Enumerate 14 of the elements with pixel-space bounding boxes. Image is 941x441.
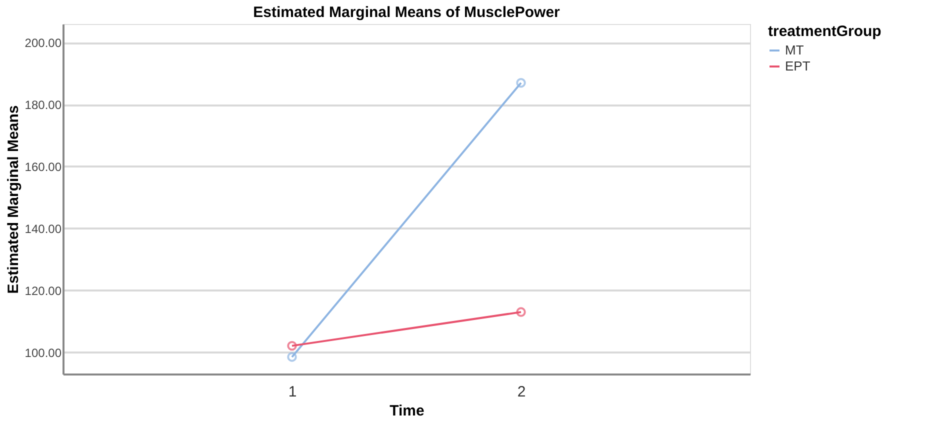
legend-title: treatmentGroup — [768, 23, 882, 40]
y-axis-title: Estimated Marginal Means — [4, 105, 22, 294]
chart-title: Estimated Marginal Means of MusclePower — [253, 4, 560, 21]
y-tick-label: 160.00 — [24, 160, 62, 174]
y-tick-label: 200.00 — [24, 36, 62, 50]
x-tick-label: 2 — [517, 384, 526, 400]
legend-label: EPT — [785, 58, 810, 74]
y-tick-label: 100.00 — [24, 346, 62, 360]
legend-label: MT — [785, 42, 804, 58]
x-axis-title: Time — [390, 402, 424, 420]
x-tick-label: 1 — [288, 384, 297, 400]
y-tick-label: 120.00 — [24, 284, 62, 298]
y-tick-label: 140.00 — [24, 222, 62, 236]
y-tick-label: 180.00 — [24, 98, 62, 112]
